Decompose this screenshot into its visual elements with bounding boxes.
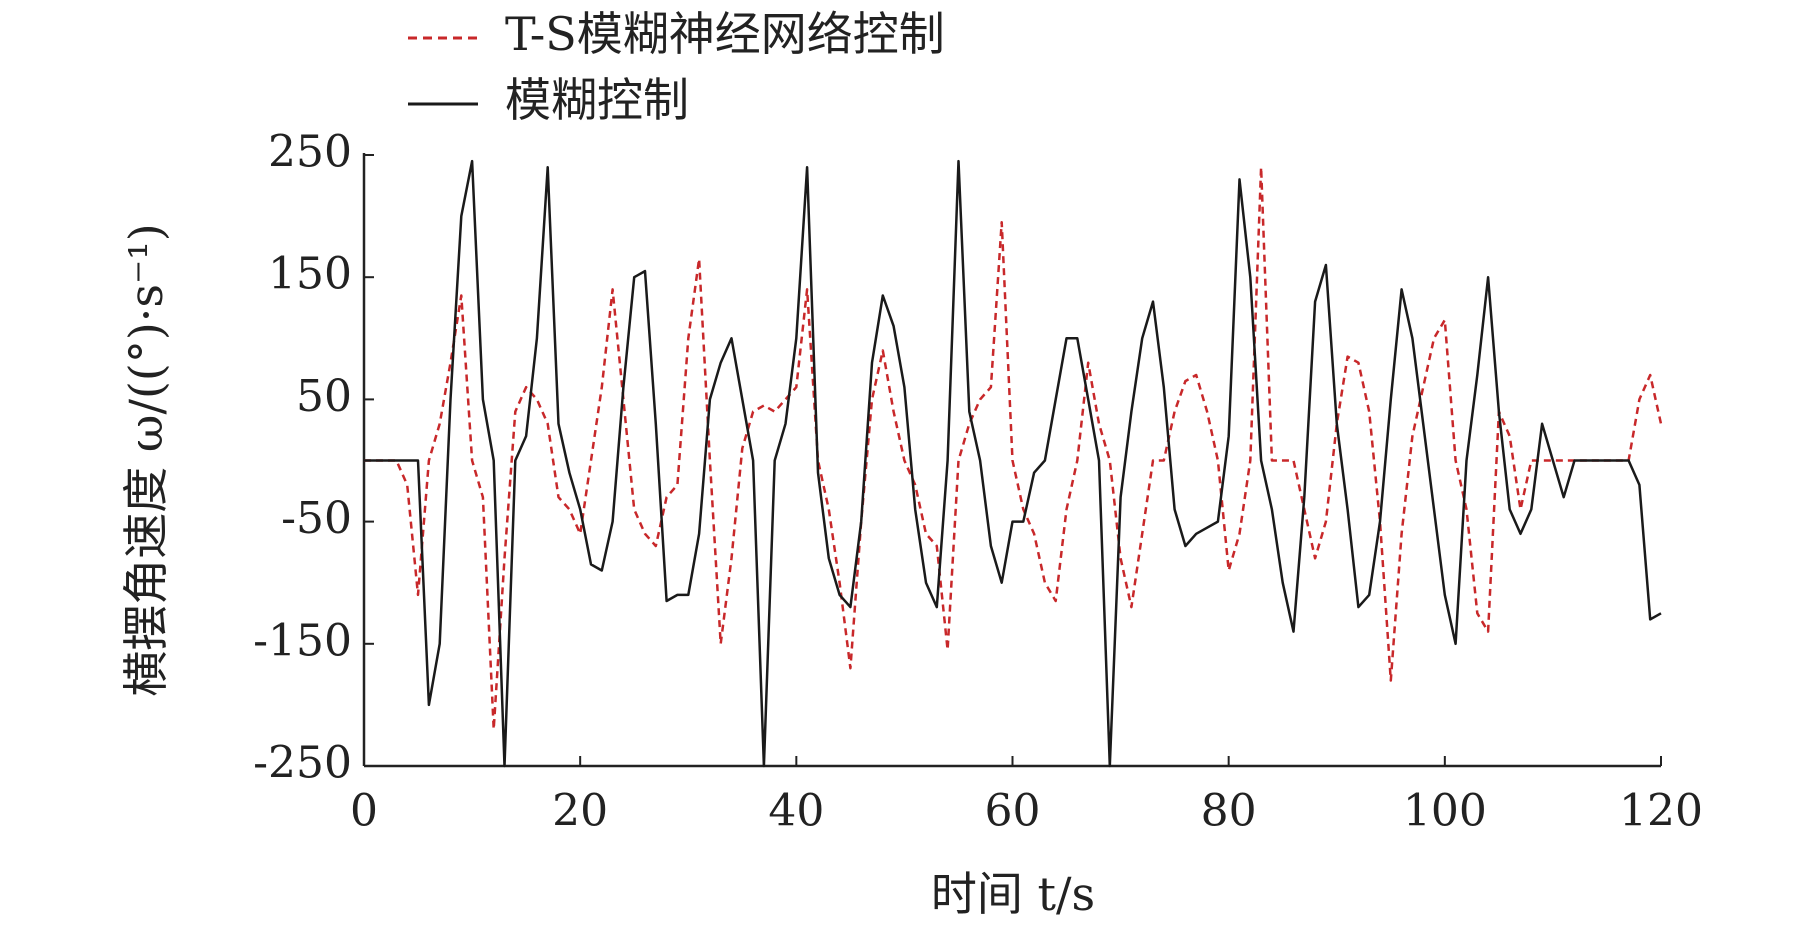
legend-label: T-S模糊神经网络控制 (505, 7, 945, 61)
x-tick-label: 120 (1619, 786, 1703, 837)
x-tick-label: 100 (1403, 786, 1487, 837)
x-tick-label: 60 (985, 786, 1041, 837)
series-line (364, 165, 1663, 731)
series-line (364, 159, 1662, 768)
x-axis-label: 时间 t/s (931, 867, 1095, 921)
legend-label: 模糊控制 (505, 73, 689, 127)
y-tick-label: 150 (268, 249, 352, 300)
x-tick-label: 20 (552, 786, 608, 837)
y-tick-label: -250 (253, 738, 352, 789)
y-tick-label: 50 (296, 371, 352, 422)
x-tick-label: 0 (350, 786, 378, 837)
y-tick-label: 250 (268, 127, 352, 178)
y-axis-label: 横摆角速度 ω/((°)·s⁻¹) (119, 223, 173, 696)
x-tick-label: 40 (768, 786, 824, 837)
x-tick-label: 80 (1201, 786, 1257, 837)
y-tick-label: -50 (281, 493, 352, 544)
y-tick-label: -150 (253, 615, 352, 666)
